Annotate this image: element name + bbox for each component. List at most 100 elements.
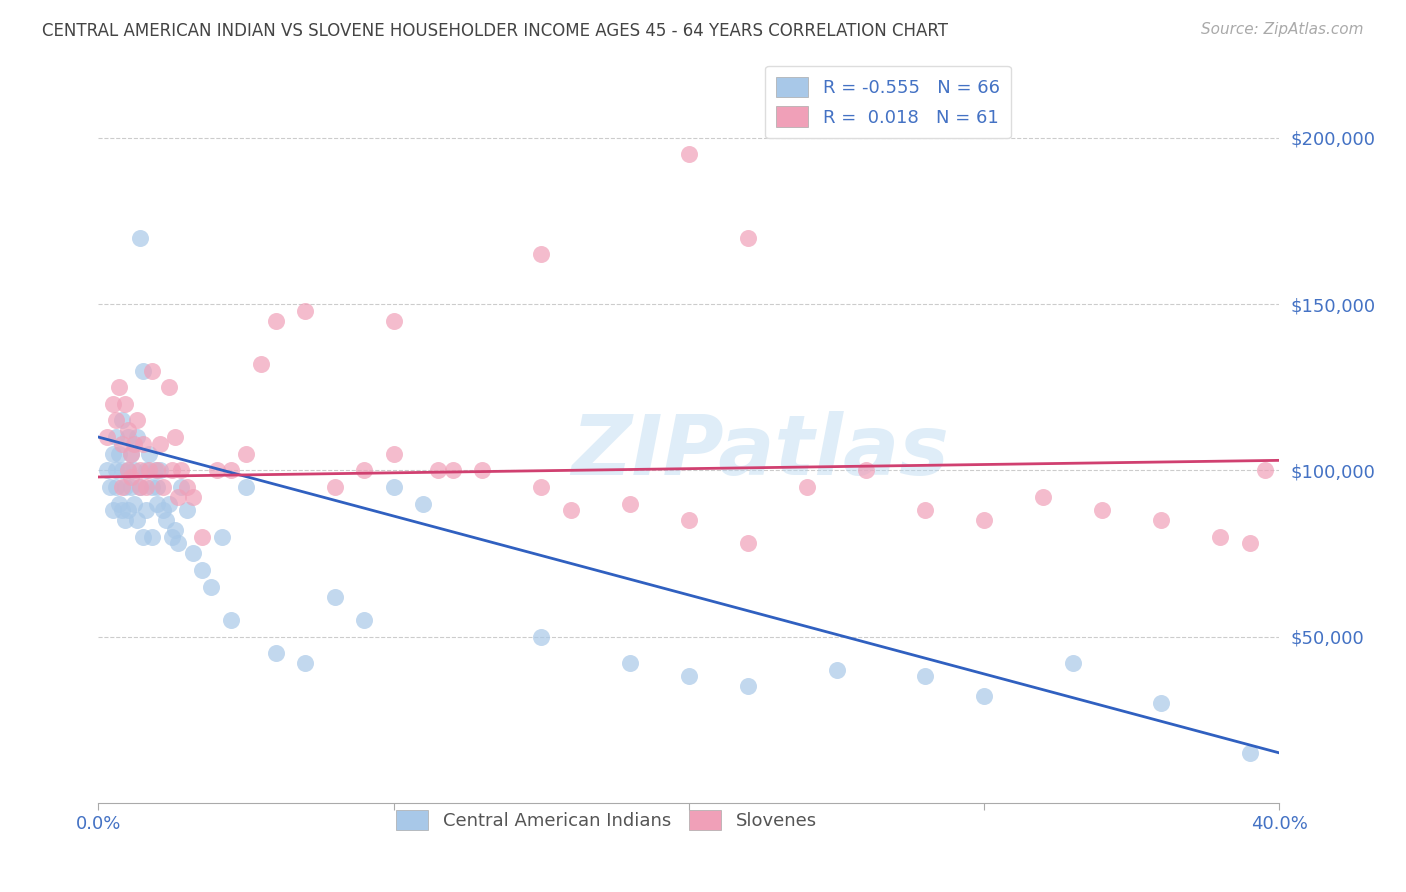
Point bbox=[200, 580, 222, 594]
Point bbox=[205, 463, 228, 477]
Point bbox=[108, 497, 131, 511]
Point bbox=[135, 503, 157, 517]
Point bbox=[117, 503, 139, 517]
Point bbox=[264, 314, 287, 328]
Point bbox=[120, 480, 142, 494]
Point bbox=[149, 463, 172, 477]
Point bbox=[176, 503, 198, 517]
Point bbox=[162, 463, 183, 477]
Point bbox=[678, 513, 700, 527]
Point bbox=[122, 436, 145, 450]
Point bbox=[103, 503, 125, 517]
Point bbox=[167, 536, 190, 550]
Point bbox=[441, 463, 464, 477]
Point bbox=[737, 680, 759, 694]
Point bbox=[235, 480, 257, 494]
Point bbox=[128, 480, 150, 494]
Point bbox=[1209, 530, 1232, 544]
Point bbox=[619, 497, 641, 511]
Point bbox=[120, 447, 142, 461]
Point bbox=[146, 463, 169, 477]
Point bbox=[111, 463, 134, 477]
Point bbox=[108, 380, 131, 394]
Point bbox=[181, 490, 204, 504]
Point bbox=[125, 513, 148, 527]
Point bbox=[235, 447, 257, 461]
Point bbox=[157, 380, 180, 394]
Point bbox=[146, 497, 169, 511]
Point bbox=[221, 613, 243, 627]
Point bbox=[530, 480, 553, 494]
Point bbox=[105, 430, 128, 444]
Point bbox=[471, 463, 494, 477]
Point bbox=[530, 630, 553, 644]
Point bbox=[973, 690, 995, 704]
Point bbox=[382, 447, 405, 461]
Point bbox=[1150, 513, 1173, 527]
Point bbox=[138, 463, 160, 477]
Point bbox=[96, 463, 118, 477]
Point bbox=[114, 513, 136, 527]
Point bbox=[191, 563, 214, 577]
Point bbox=[128, 463, 150, 477]
Text: Source: ZipAtlas.com: Source: ZipAtlas.com bbox=[1201, 22, 1364, 37]
Point bbox=[155, 513, 177, 527]
Point bbox=[157, 497, 180, 511]
Point bbox=[111, 436, 134, 450]
Point bbox=[125, 430, 148, 444]
Point bbox=[98, 480, 121, 494]
Point bbox=[114, 397, 136, 411]
Point bbox=[132, 363, 155, 377]
Point bbox=[138, 447, 160, 461]
Point bbox=[1062, 656, 1084, 670]
Point bbox=[250, 357, 273, 371]
Point bbox=[108, 447, 131, 461]
Text: CENTRAL AMERICAN INDIAN VS SLOVENE HOUSEHOLDER INCOME AGES 45 - 64 YEARS CORRELA: CENTRAL AMERICAN INDIAN VS SLOVENE HOUSE… bbox=[42, 22, 948, 40]
Point bbox=[1239, 746, 1261, 760]
Point bbox=[105, 413, 128, 427]
Point bbox=[132, 436, 155, 450]
Point bbox=[117, 463, 139, 477]
Point bbox=[162, 530, 183, 544]
Point bbox=[678, 147, 700, 161]
Point bbox=[125, 413, 148, 427]
Point bbox=[165, 430, 187, 444]
Point bbox=[152, 480, 174, 494]
Point bbox=[120, 447, 142, 461]
Point bbox=[294, 303, 316, 318]
Point bbox=[105, 463, 128, 477]
Point bbox=[796, 480, 818, 494]
Point bbox=[135, 463, 157, 477]
Point bbox=[128, 230, 150, 244]
Point bbox=[149, 436, 172, 450]
Point bbox=[264, 646, 287, 660]
Point bbox=[141, 480, 163, 494]
Point bbox=[146, 480, 169, 494]
Point bbox=[167, 490, 190, 504]
Point bbox=[117, 463, 139, 477]
Point bbox=[855, 463, 877, 477]
Point bbox=[122, 463, 145, 477]
Point bbox=[111, 413, 134, 427]
Point bbox=[427, 463, 450, 477]
Point bbox=[103, 397, 125, 411]
Point bbox=[560, 503, 582, 517]
Point bbox=[1091, 503, 1114, 517]
Point bbox=[353, 463, 375, 477]
Text: ZIPatlas: ZIPatlas bbox=[571, 411, 949, 492]
Point bbox=[117, 430, 139, 444]
Point bbox=[825, 663, 848, 677]
Point bbox=[294, 656, 316, 670]
Point bbox=[1150, 696, 1173, 710]
Point bbox=[181, 546, 204, 560]
Point bbox=[221, 463, 243, 477]
Point bbox=[132, 530, 155, 544]
Point bbox=[170, 463, 193, 477]
Point bbox=[128, 480, 150, 494]
Point bbox=[1032, 490, 1054, 504]
Point bbox=[619, 656, 641, 670]
Point bbox=[170, 480, 193, 494]
Point bbox=[412, 497, 434, 511]
Point bbox=[914, 669, 936, 683]
Point bbox=[530, 247, 553, 261]
